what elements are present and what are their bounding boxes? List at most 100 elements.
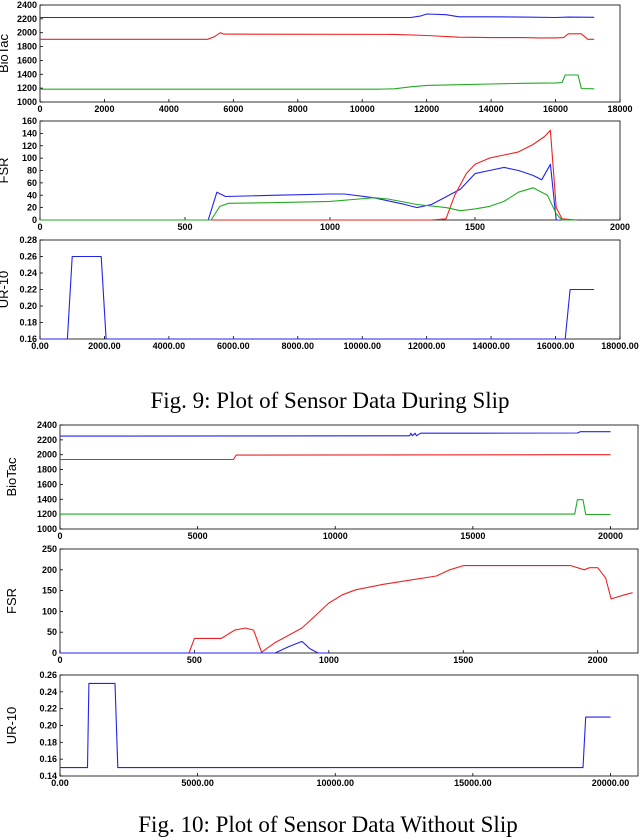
x-tick-label: 1500 (465, 222, 485, 232)
x-tick-label: 18000.00 (601, 341, 639, 351)
x-tick-label: 0 (37, 222, 42, 232)
x-tick-label: 12000.00 (408, 341, 446, 351)
x-tick-label: 1000 (320, 222, 340, 232)
series-line-1 (40, 255, 595, 340)
y-tick-label: 0.20 (19, 301, 37, 311)
plot-frame (39, 4, 621, 103)
chart-panel-4: 0 5000 10000 15000 20000 1000 1200 1400 1600 1800… (4, 420, 639, 541)
x-tick-label: 5000 (188, 531, 208, 541)
y-tick-label: 2400 (37, 420, 57, 430)
y-tick-label: 0.20 (39, 721, 57, 731)
plot-panels: 0 2000 4000 6000 8000 10000 12000 14000 16000 180… (0, 0, 639, 788)
y-tick-label: 0.18 (19, 318, 37, 328)
y-tick-label: 120 (22, 141, 37, 151)
chart-panel-1: 0 2000 4000 6000 8000 10000 12000 14000 16000 180… (0, 0, 633, 114)
y-axis-label: UR-10 (0, 271, 11, 309)
x-tick-label: 1000 (319, 655, 339, 665)
x-tick-label: 0 (37, 104, 42, 114)
y-tick-label: 200 (42, 565, 57, 575)
x-tick-label: 2000.00 (88, 341, 121, 351)
y-tick-label: 1000 (17, 97, 37, 107)
x-tick-label: 14000.00 (472, 341, 510, 351)
x-tick-label: 0.00 (51, 778, 69, 788)
y-tick-label: 1400 (37, 494, 57, 504)
y-tick-label: 0.18 (39, 737, 57, 747)
x-tick-label: 4000.00 (153, 341, 186, 351)
x-tick-label: 2000 (610, 222, 630, 232)
y-axis-label: UR-10 (4, 707, 19, 745)
y-tick-label: 150 (42, 586, 57, 596)
y-tick-label: 0.24 (19, 268, 37, 278)
x-tick-label: 0 (57, 655, 62, 665)
series-line-3 (60, 499, 611, 516)
x-tick-label: 18000 (607, 104, 632, 114)
plot-frame (59, 424, 639, 530)
y-tick-label: 1200 (37, 509, 57, 519)
x-tick-label: 0.00 (31, 341, 49, 351)
plot-frame (59, 548, 639, 654)
series-line-2 (40, 32, 595, 40)
y-tick-label: 1800 (17, 42, 37, 52)
series-line-1 (40, 163, 577, 221)
x-tick-label: 20000.00 (592, 778, 630, 788)
plot-frame (39, 239, 621, 340)
series-line-1 (60, 565, 633, 654)
y-tick-label: 0.16 (19, 334, 37, 344)
x-tick-label: 5000.00 (181, 778, 214, 788)
caption-fig10: Fig. 10: Plot of Sensor Data Without Sli… (138, 812, 517, 837)
y-tick-label: 0.16 (39, 754, 57, 764)
y-tick-label: 0 (52, 648, 57, 658)
x-tick-label: 2000 (588, 655, 608, 665)
y-tick-label: 50 (47, 627, 57, 637)
x-tick-label: 15000.00 (454, 778, 492, 788)
y-axis-label: BioTac (0, 33, 11, 73)
x-tick-label: 10000 (350, 104, 375, 114)
series-line-1 (60, 682, 611, 769)
x-tick-label: 6000 (223, 104, 243, 114)
y-tick-label: 1600 (17, 55, 37, 65)
y-tick-label: 0 (32, 215, 37, 225)
series-line-3 (40, 187, 577, 221)
y-tick-label: 0.26 (19, 252, 37, 262)
series-line-3 (40, 74, 595, 90)
y-tick-label: 2200 (17, 14, 37, 24)
series-line-1 (40, 13, 595, 19)
y-tick-label: 1000 (37, 524, 57, 534)
x-tick-label: 10000.00 (343, 341, 381, 351)
y-tick-label: 1200 (17, 83, 37, 93)
x-tick-label: 6000.00 (217, 341, 250, 351)
y-tick-label: 140 (22, 128, 37, 138)
series-line-2 (60, 454, 611, 461)
y-axis-label: FSR (0, 158, 11, 184)
y-axis-label: BioTac (4, 457, 19, 497)
series-line-2 (60, 640, 329, 654)
y-tick-label: 1800 (37, 465, 57, 475)
x-tick-label: 4000 (159, 104, 179, 114)
x-tick-label: 8000.00 (282, 341, 315, 351)
y-tick-label: 100 (22, 153, 37, 163)
x-tick-label: 2000 (94, 104, 114, 114)
y-tick-label: 20 (27, 203, 37, 213)
chart-panel-6: 0.00 5000.00 10000.00 15000.00 20000.00 0.14 0… (4, 670, 639, 788)
y-tick-label: 2000 (17, 28, 37, 38)
series-line-2 (40, 129, 577, 221)
x-tick-label: 0 (57, 531, 62, 541)
caption-fig9: Fig. 9: Plot of Sensor Data During Slip (150, 388, 509, 413)
x-tick-label: 500 (187, 655, 202, 665)
y-tick-label: 1400 (17, 69, 37, 79)
x-tick-label: 8000 (288, 104, 308, 114)
chart-panel-3: 0.00 2000.00 4000.00 6000.00 8000.00 10000.00… (0, 235, 639, 351)
y-tick-label: 2200 (37, 435, 57, 445)
chart-panel-5: 0 500 1000 1500 2000 0 50 100 150 200 250 FSR (4, 544, 639, 665)
x-tick-label: 1500 (453, 655, 473, 665)
y-tick-label: 2400 (17, 0, 37, 10)
y-tick-label: 1600 (37, 479, 57, 489)
y-tick-label: 160 (22, 116, 37, 126)
x-tick-label: 500 (177, 222, 192, 232)
series-line-1 (59, 431, 611, 437)
y-tick-label: 2000 (37, 450, 57, 460)
y-tick-label: 0.28 (19, 235, 37, 245)
y-tick-label: 100 (42, 606, 57, 616)
